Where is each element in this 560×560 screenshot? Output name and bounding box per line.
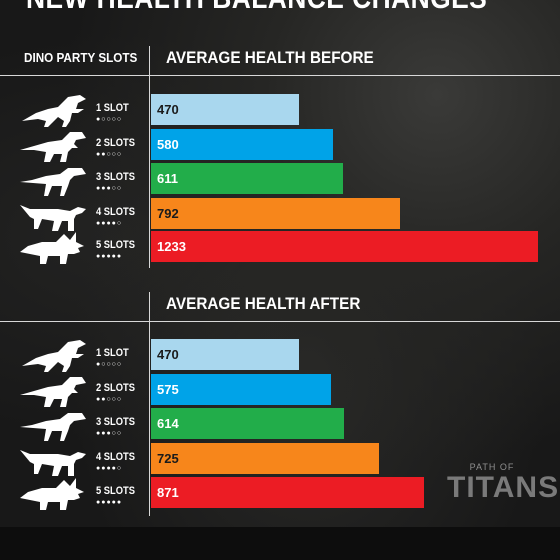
slot-label: 3 SLOTS	[96, 416, 135, 428]
bar-after-1: 470	[151, 339, 299, 370]
bar-before-1: 470	[151, 94, 299, 125]
slot-dots: ●●○○○	[96, 151, 123, 158]
bottom-nav-bar	[0, 527, 560, 560]
path-of-titans-logo: PATH OF TITANS	[447, 462, 560, 504]
raptor-icon	[22, 95, 86, 127]
bar-value-label: 470	[157, 102, 179, 117]
bar-value-label: 470	[157, 347, 179, 362]
page-title: NEW HEALTH BALANCE CHANGES	[26, 0, 487, 16]
slot-label: 5 SLOTS	[96, 239, 135, 251]
slot-dots: ●●○○○	[96, 396, 123, 403]
slot-label: 2 SLOTS	[96, 382, 135, 394]
slot-dots: ●●●○○	[96, 185, 123, 192]
slot-label: 3 SLOTS	[96, 171, 135, 183]
slot-dots: ●○○○○	[96, 361, 123, 368]
bar-after-4: 725	[151, 443, 379, 474]
bar-value-label: 1233	[157, 239, 186, 254]
chart-before-title: AVERAGE HEALTH BEFORE	[166, 48, 374, 67]
bar-value-label: 575	[157, 382, 179, 397]
bar-after-5: 871	[151, 477, 424, 508]
triceratops-icon	[20, 232, 84, 264]
bar-value-label: 580	[157, 137, 179, 152]
slot-dots: ●●●●○	[96, 465, 123, 472]
logo-big-text: TITANS	[447, 471, 560, 504]
slot-label: 4 SLOTS	[96, 206, 135, 218]
slots-header: DINO PARTY SLOTS	[24, 50, 138, 65]
bar-value-label: 611	[157, 171, 178, 186]
slot-label: 2 SLOTS	[96, 137, 135, 149]
bar-value-label: 871	[157, 485, 179, 500]
slot-label: 4 SLOTS	[96, 451, 135, 463]
slot-label: 5 SLOTS	[96, 485, 135, 497]
logo-small-text: PATH OF	[469, 462, 515, 472]
bar-value-label: 614	[157, 416, 179, 431]
slot-dots: ●●●●○	[96, 220, 123, 227]
slot-dots: ●●●●●	[96, 253, 123, 260]
infographic: NEW HEALTH BALANCE CHANGES DINO PARTY SL…	[0, 0, 560, 527]
divider-middle	[0, 321, 560, 322]
bar-before-4: 792	[151, 198, 400, 229]
bar-value-label: 792	[157, 206, 179, 221]
axis-after	[149, 292, 150, 516]
bar-before-3: 611	[151, 163, 343, 194]
triceratops-icon	[20, 478, 84, 510]
bar-before-2: 580	[151, 129, 333, 160]
carnivore-icon	[20, 413, 86, 441]
chart-after-title: AVERAGE HEALTH AFTER	[166, 294, 361, 313]
slot-dots: ●○○○○	[96, 116, 123, 123]
carnivore-icon	[20, 168, 86, 196]
divider-top	[0, 75, 560, 76]
hadrosaur-icon	[20, 205, 86, 231]
theropod-icon	[20, 132, 86, 162]
slot-label: 1 SLOT	[96, 347, 129, 359]
slot-label: 1 SLOT	[96, 102, 129, 114]
bar-before-5: 1233	[151, 231, 538, 262]
bar-after-3: 614	[151, 408, 344, 439]
theropod-icon	[20, 377, 86, 407]
slot-dots: ●●●○○	[96, 430, 123, 437]
axis-before	[149, 46, 150, 268]
slot-dots: ●●●●●	[96, 499, 123, 506]
bar-after-2: 575	[151, 374, 331, 405]
bar-value-label: 725	[157, 451, 179, 466]
raptor-icon	[22, 340, 86, 372]
hadrosaur-icon	[20, 450, 86, 476]
